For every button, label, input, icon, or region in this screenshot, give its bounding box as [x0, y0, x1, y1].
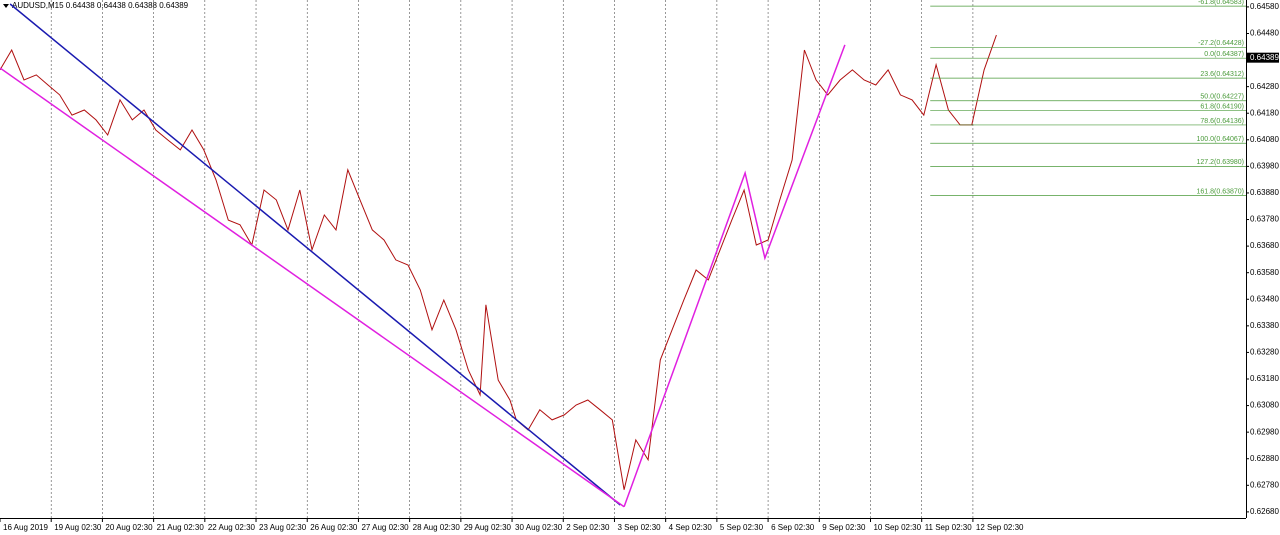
x-tick-label: 20 Aug 02:30 [105, 523, 153, 532]
fib-label: 61.8(0.64190) [1200, 103, 1244, 110]
x-tick-label: 27 Aug 02:30 [361, 523, 409, 532]
trend-line [0, 67, 625, 508]
fib-label: 127.2(0.63980) [1197, 159, 1244, 166]
fib-label: -61.8(0.64583) [1198, 0, 1244, 6]
chart-title: AUDUSD,M15 0.64438 0.64438 0.64388 0.643… [12, 1, 189, 10]
x-tick-label: 28 Aug 02:30 [413, 523, 461, 532]
y-tick-label: 0.63080 [1250, 401, 1279, 410]
menu-icon[interactable] [3, 4, 9, 8]
x-tick-label: 30 Aug 02:30 [515, 523, 563, 532]
y-tick-label: 0.64280 [1250, 82, 1279, 91]
x-tick-label: 19 Aug 02:30 [54, 523, 102, 532]
x-tick-label: 11 Sep 02:30 [925, 523, 973, 532]
x-tick-label: 10 Sep 02:30 [873, 523, 921, 532]
y-tick-label: 0.63880 [1250, 188, 1279, 197]
fib-label: 50.0(0.64227) [1200, 94, 1244, 101]
trend-line [9, 3, 621, 506]
trend-line [623, 44, 846, 508]
x-tick-label: 23 Aug 02:30 [259, 523, 307, 532]
y-tick-label: 0.62780 [1250, 480, 1279, 489]
fib-label: 78.6(0.64136) [1200, 118, 1244, 125]
y-tick-label: 0.63680 [1250, 241, 1279, 250]
fib-label: 23.6(0.64312) [1200, 71, 1244, 78]
x-tick-label: 29 Aug 02:30 [464, 523, 512, 532]
x-tick-label: 26 Aug 02:30 [310, 523, 358, 532]
y-tick-label: 0.63580 [1250, 268, 1279, 277]
x-tick-label: 22 Aug 02:30 [208, 523, 256, 532]
x-tick-label: 3 Sep 02:30 [617, 523, 661, 532]
x-tick-label: 2 Sep 02:30 [566, 523, 610, 532]
y-tick-label: 0.63280 [1250, 348, 1279, 357]
y-tick-label: 0.63780 [1250, 215, 1279, 224]
y-tick-label: 0.64180 [1250, 108, 1279, 117]
x-tick-label: 21 Aug 02:30 [157, 523, 205, 532]
y-tick-label: 0.62880 [1250, 454, 1279, 463]
price-line [0, 34, 997, 490]
y-tick-label: 0.63980 [1250, 161, 1279, 170]
y-tick-label: 0.63480 [1250, 294, 1279, 303]
y-tick-label: 0.63380 [1250, 321, 1279, 330]
y-tick-label: 0.63180 [1250, 374, 1279, 383]
x-tick-label: 5 Sep 02:30 [720, 523, 764, 532]
price-box-label: 0.64389 [1250, 53, 1279, 62]
fib-label: 100.0(0.64067) [1197, 136, 1244, 143]
x-tick-label: 9 Sep 02:30 [822, 523, 866, 532]
x-tick-label: 6 Sep 02:30 [771, 523, 815, 532]
x-tick-label: 12 Sep 02:30 [976, 523, 1024, 532]
y-tick-label: 0.62680 [1250, 507, 1279, 516]
x-tick-label: 4 Sep 02:30 [669, 523, 713, 532]
fib-label: 0.0(0.64387) [1204, 51, 1244, 58]
price-box [1247, 52, 1279, 63]
y-tick-label: 0.64080 [1250, 135, 1279, 144]
y-tick-label: 0.62980 [1250, 427, 1279, 436]
y-tick-label: 0.64580 [1250, 2, 1279, 11]
fib-label: -27.2(0.64428) [1198, 40, 1244, 47]
y-tick-label: 0.64480 [1250, 29, 1279, 38]
x-tick-label: 16 Aug 2019 [3, 523, 48, 532]
fib-label: 161.8(0.63870) [1197, 188, 1244, 195]
